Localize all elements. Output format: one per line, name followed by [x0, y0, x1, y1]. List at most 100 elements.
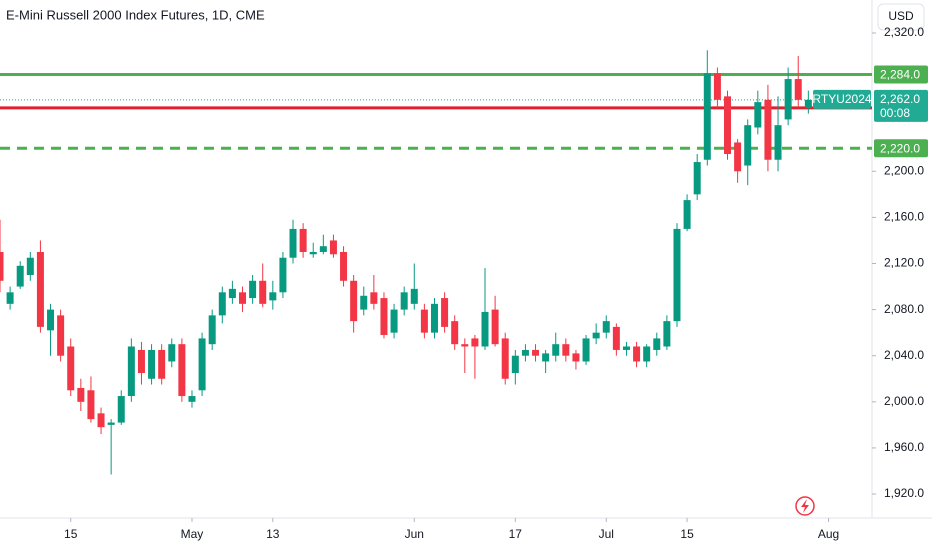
candle-body [137, 349, 145, 373]
candle-body [764, 99, 772, 160]
candle-body [188, 396, 196, 402]
candle-body [724, 96, 732, 154]
y-tick-label: 2,040.0 [884, 348, 924, 362]
candle-body [643, 346, 651, 362]
candle-body [107, 422, 115, 425]
price-tag [874, 139, 928, 158]
candle-body [602, 321, 610, 333]
candle-body [249, 280, 257, 299]
candle-body [420, 309, 428, 333]
candle-body [127, 346, 135, 397]
y-tick-label: 2,200.0 [884, 163, 924, 177]
candle-body [329, 240, 337, 255]
candle-body [390, 309, 398, 333]
candle-body [158, 349, 166, 379]
candle-body [572, 353, 580, 362]
candle-body [400, 292, 408, 310]
candle-body [532, 349, 540, 356]
candle-body [774, 125, 782, 160]
candle-body [148, 349, 156, 379]
candle-body [683, 200, 691, 229]
x-tick-label: 15 [680, 527, 694, 541]
y-tick-label: 2,080.0 [884, 302, 924, 316]
candle-body [380, 298, 388, 335]
candle-body [309, 251, 317, 255]
candle-body [299, 228, 307, 252]
candle-body [622, 346, 630, 350]
candle-body [804, 99, 812, 108]
candle-body [784, 79, 792, 120]
candle-body [663, 321, 671, 347]
y-tick-label: 2,320.0 [884, 25, 924, 39]
candle-body [501, 338, 509, 379]
y-tick-label: 2,160.0 [884, 210, 924, 224]
candle-body [673, 228, 681, 322]
candle-body [511, 355, 519, 373]
candle-body [471, 338, 479, 347]
symbol-label: RTYU2024 [812, 92, 871, 106]
candle-body [430, 303, 438, 333]
candle-body [653, 338, 661, 350]
y-tick-label: 2,000.0 [884, 394, 924, 408]
candle-body [794, 79, 802, 100]
x-tick-label: 15 [64, 527, 78, 541]
candle-body [279, 257, 287, 293]
candle-body [370, 292, 378, 304]
brand-icon [795, 496, 815, 516]
candle-body [117, 396, 125, 423]
candle-body [592, 332, 600, 339]
candle-body [208, 315, 216, 345]
candle-body [26, 257, 34, 276]
candle-body [218, 292, 226, 316]
price-tag-label: 2,284.0 [880, 68, 920, 82]
y-tick-label: 1,960.0 [884, 440, 924, 454]
candle-body [340, 251, 348, 281]
x-tick-label: Jul [599, 527, 614, 541]
countdown: 00:08 [880, 106, 910, 120]
candle-body [582, 338, 590, 362]
candle-body [16, 265, 24, 287]
x-tick-label: Jun [405, 527, 424, 541]
candle-body [228, 288, 236, 299]
candle-body [319, 246, 327, 252]
candle-body [47, 309, 55, 331]
candle-body [734, 142, 742, 172]
candle-body [77, 387, 85, 402]
candle-body [562, 344, 570, 356]
x-tick-label: 13 [266, 527, 280, 541]
candle-body [269, 292, 277, 301]
candle-body [67, 346, 75, 391]
y-tick-label: 1,920.0 [884, 486, 924, 500]
candle-body [259, 280, 267, 304]
candle-body [542, 353, 550, 362]
candle-body [713, 73, 721, 100]
last-price-label: 2,262.0 [880, 92, 920, 106]
candle-body [481, 311, 489, 347]
candle-body [0, 251, 4, 281]
candle-body [410, 288, 418, 304]
symbol-tag [813, 89, 871, 109]
candle-body [633, 346, 641, 362]
candle-body [703, 73, 711, 160]
candle-body [521, 349, 529, 356]
currency-label: USD [888, 9, 914, 23]
candle-body [97, 413, 105, 428]
price-tag [874, 65, 928, 84]
x-tick-label: Aug [818, 527, 839, 541]
candle-body [754, 102, 762, 128]
candle-body [744, 125, 752, 166]
candle-body [289, 228, 297, 258]
chart-title: E-Mini Russell 2000 Index Futures, 1D, C… [6, 7, 265, 22]
candle-body [36, 251, 44, 327]
y-tick-label: 2,120.0 [884, 256, 924, 270]
currency-button[interactable] [877, 3, 925, 31]
candle-body [350, 280, 358, 322]
candle-body [87, 390, 95, 420]
candle-body [491, 309, 499, 345]
candle-body [693, 162, 701, 195]
last-price-tag [874, 89, 928, 122]
candle-body [612, 326, 620, 350]
candle-body [552, 344, 560, 356]
candle-body [178, 344, 186, 397]
